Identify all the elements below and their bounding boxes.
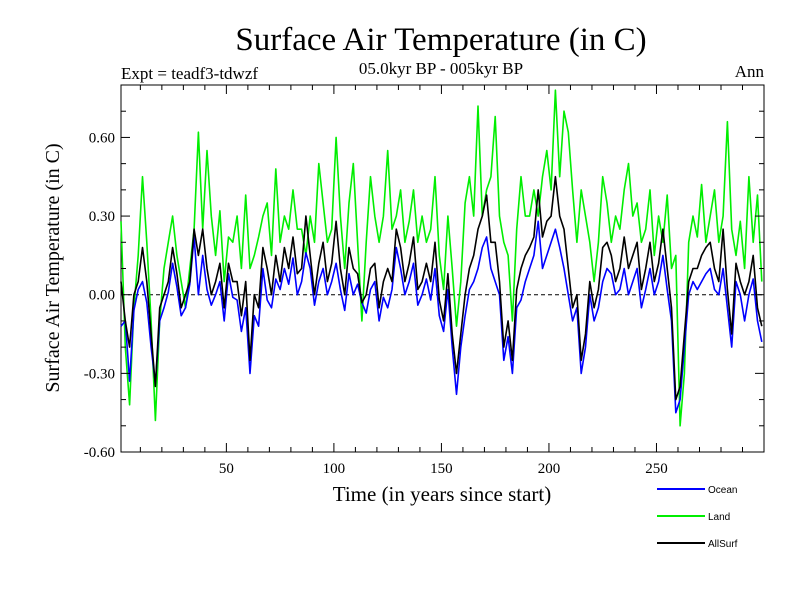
y-tick-label: -0.30 — [84, 366, 115, 382]
legend-label-land: Land — [708, 512, 730, 523]
series-group — [120, 89, 763, 427]
x-tick-label: 150 — [430, 461, 453, 477]
axis-ticks: 50 100 150 200 250 -0.60 -0.30 0.00 0.30 0.60 — [84, 85, 764, 477]
chart-subtitle: 05.0kyr BP - 005kyr BP — [359, 59, 523, 78]
expt-label: Expt = teadf3-tdwzf — [121, 64, 258, 83]
y-axis-label: Surface Air Temperature (in C) — [42, 143, 64, 392]
x-tick-label: 50 — [219, 461, 234, 477]
series-line-ocean — [120, 220, 763, 414]
y-tick-label: 0.30 — [89, 209, 115, 225]
legend-label-allsurf: AllSurf — [708, 539, 738, 550]
x-tick-label: 100 — [323, 461, 346, 477]
chart-title: Surface Air Temperature (in C) — [235, 22, 646, 58]
y-tick-label: -0.60 — [84, 445, 115, 461]
x-tick-label: 200 — [538, 461, 561, 477]
legend-label-ocean: Ocean — [708, 485, 737, 496]
y-tick-label: 0.00 — [89, 288, 115, 304]
y-tick-label: 0.60 — [89, 130, 115, 146]
x-tick-label: 250 — [645, 461, 668, 477]
x-axis-label: Time (in years since start) — [333, 482, 552, 506]
period-label: Ann — [735, 62, 765, 81]
legend: Ocean Land AllSurf — [657, 485, 738, 550]
series-line-allsurf — [120, 175, 763, 401]
series-line-land — [120, 89, 763, 427]
